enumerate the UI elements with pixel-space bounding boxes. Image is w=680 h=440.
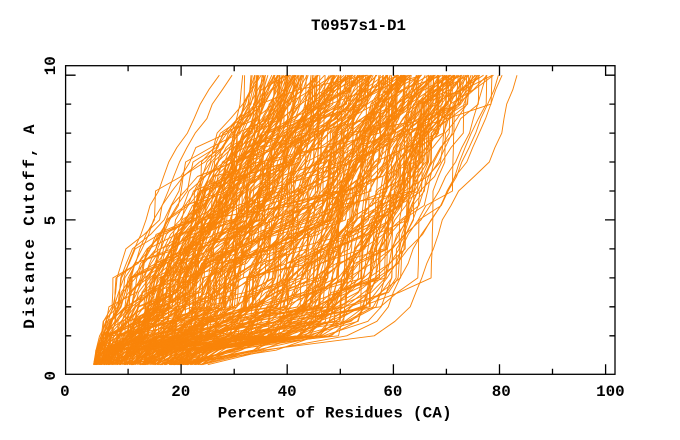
svg-text:5: 5 bbox=[42, 216, 60, 226]
svg-text:80: 80 bbox=[492, 383, 511, 401]
svg-text:40: 40 bbox=[278, 383, 297, 401]
svg-text:20: 20 bbox=[171, 383, 190, 401]
svg-text:Distance Cutoff, A: Distance Cutoff, A bbox=[21, 123, 39, 329]
svg-text:100: 100 bbox=[596, 383, 625, 401]
svg-text:0: 0 bbox=[42, 371, 60, 381]
svg-text:T0957s1-D1: T0957s1-D1 bbox=[311, 17, 406, 35]
svg-text:60: 60 bbox=[383, 383, 402, 401]
svg-text:0: 0 bbox=[60, 383, 70, 401]
svg-text:Percent of Residues (CA): Percent of Residues (CA) bbox=[218, 405, 452, 423]
svg-text:10: 10 bbox=[42, 56, 60, 75]
